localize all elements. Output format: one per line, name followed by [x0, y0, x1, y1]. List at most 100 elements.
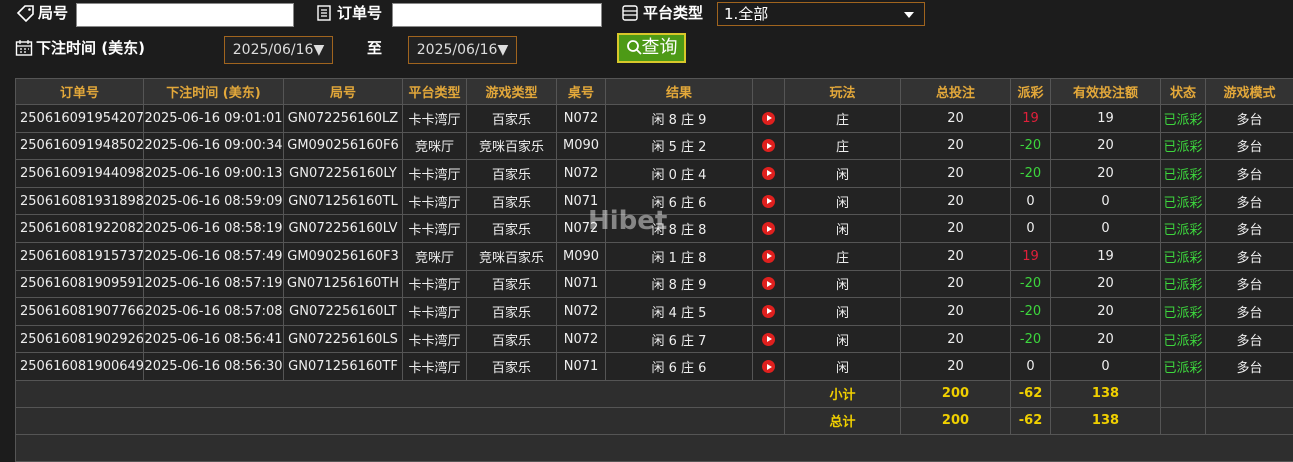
platform-value: 1.全部 — [724, 5, 768, 23]
header-cell: 桌号 — [557, 79, 606, 105]
cell: 250616091948502 — [16, 132, 144, 160]
cell: GN072256160LZ — [284, 105, 403, 133]
cell: 20 — [901, 105, 1011, 133]
cell: 250616091944098 — [16, 160, 144, 188]
cell: 250616081931898 — [16, 187, 144, 215]
cell: 0 — [1011, 215, 1051, 243]
video-cell — [753, 242, 785, 270]
search-icon — [626, 39, 642, 55]
play-icon[interactable] — [762, 167, 775, 180]
cell: 0 — [1051, 353, 1161, 381]
play-icon[interactable] — [762, 195, 775, 208]
platform-select[interactable]: 1.全部 — [717, 2, 925, 26]
header-row: 订单号下注时间 (美东)局号平台类型游戏类型桌号结果玩法总投注派彩有效投注额状态… — [16, 79, 1293, 105]
cell: 2025-06-16 08:59:09 — [144, 187, 284, 215]
cell: 250616081907766 — [16, 298, 144, 326]
cell: 已派彩 — [1161, 187, 1206, 215]
cell: 20 — [1051, 325, 1161, 353]
cell: 百家乐 — [467, 325, 557, 353]
cell: GM090256160F3 — [284, 242, 403, 270]
header-cell: 下注时间 (美东) — [144, 79, 284, 105]
cell: 20 — [1051, 160, 1161, 188]
cell — [16, 434, 1293, 461]
cell: 20 — [901, 325, 1011, 353]
summary-cell: 200 — [901, 407, 1011, 434]
summary-cell: 总计 — [785, 407, 901, 434]
cell: 卡卡湾厅 — [403, 270, 467, 298]
cell: 闲 — [785, 353, 901, 381]
cell: 20 — [901, 298, 1011, 326]
summary-cell: 小计 — [785, 380, 901, 407]
play-icon[interactable] — [762, 360, 775, 373]
query-text: 查询 — [642, 37, 678, 58]
cell: 已派彩 — [1161, 270, 1206, 298]
cell: GN072256160LS — [284, 325, 403, 353]
cell: 19 — [1051, 105, 1161, 133]
cell: 已派彩 — [1161, 160, 1206, 188]
cell: 2025-06-16 08:57:19 — [144, 270, 284, 298]
cell: 2025-06-16 08:56:41 — [144, 325, 284, 353]
cell: 2025-06-16 09:01:01 — [144, 105, 284, 133]
cell: 250616081915737 — [16, 242, 144, 270]
cell: 闲 6 庄 7 — [606, 325, 753, 353]
cell: 20 — [901, 270, 1011, 298]
cell: GN071256160TH — [284, 270, 403, 298]
play-icon[interactable] — [762, 112, 775, 125]
order-input[interactable] — [392, 3, 602, 27]
header-cell: 结果 — [606, 79, 753, 105]
play-icon[interactable] — [762, 139, 775, 152]
cell: 250616081900649 — [16, 353, 144, 381]
tag-icon — [16, 4, 36, 22]
cell: 闲 8 庄 9 — [606, 270, 753, 298]
cell: GN071256160TF — [284, 353, 403, 381]
play-icon[interactable] — [762, 222, 775, 235]
video-cell — [753, 325, 785, 353]
cell: 已派彩 — [1161, 215, 1206, 243]
platform-label: 平台类型 — [643, 2, 703, 23]
cell: 已派彩 — [1161, 105, 1206, 133]
header-cell: 订单号 — [16, 79, 144, 105]
cell: 20 — [1051, 132, 1161, 160]
cell: 0 — [1051, 215, 1161, 243]
play-icon[interactable] — [762, 305, 775, 318]
summary-cell: 138 — [1051, 380, 1161, 407]
cell: 竞咪百家乐 — [467, 132, 557, 160]
cell: 多台 — [1206, 298, 1293, 326]
cell: -20 — [1011, 270, 1051, 298]
cell: 多台 — [1206, 132, 1293, 160]
cell — [1206, 407, 1293, 434]
date-from[interactable]: 2025/06/16▼ — [224, 36, 333, 64]
cell — [1206, 380, 1293, 407]
cell: 20 — [901, 215, 1011, 243]
video-cell — [753, 270, 785, 298]
cell: 卡卡湾厅 — [403, 353, 467, 381]
play-icon[interactable] — [762, 277, 775, 290]
play-icon[interactable] — [762, 333, 775, 346]
cell: 闲 0 庄 4 — [606, 160, 753, 188]
video-cell — [753, 105, 785, 133]
header-cell: 游戏类型 — [467, 79, 557, 105]
cell: 0 — [1051, 187, 1161, 215]
cell: 百家乐 — [467, 215, 557, 243]
page: {"filters":{"round_label":"局号","order_la… — [0, 0, 1293, 447]
cell: 已派彩 — [1161, 325, 1206, 353]
cell: 已派彩 — [1161, 353, 1206, 381]
date-to[interactable]: 2025/06/16▼ — [408, 36, 517, 64]
round-input[interactable] — [76, 3, 294, 27]
cell: N072 — [557, 325, 606, 353]
play-icon[interactable] — [762, 250, 775, 263]
cell — [1161, 380, 1206, 407]
cell: 庄 — [785, 105, 901, 133]
cell: 竞咪厅 — [403, 132, 467, 160]
query-button[interactable]: 查询 — [617, 33, 686, 63]
cell: 卡卡湾厅 — [403, 105, 467, 133]
cell: N071 — [557, 270, 606, 298]
cell: 2025-06-16 08:56:30 — [144, 353, 284, 381]
